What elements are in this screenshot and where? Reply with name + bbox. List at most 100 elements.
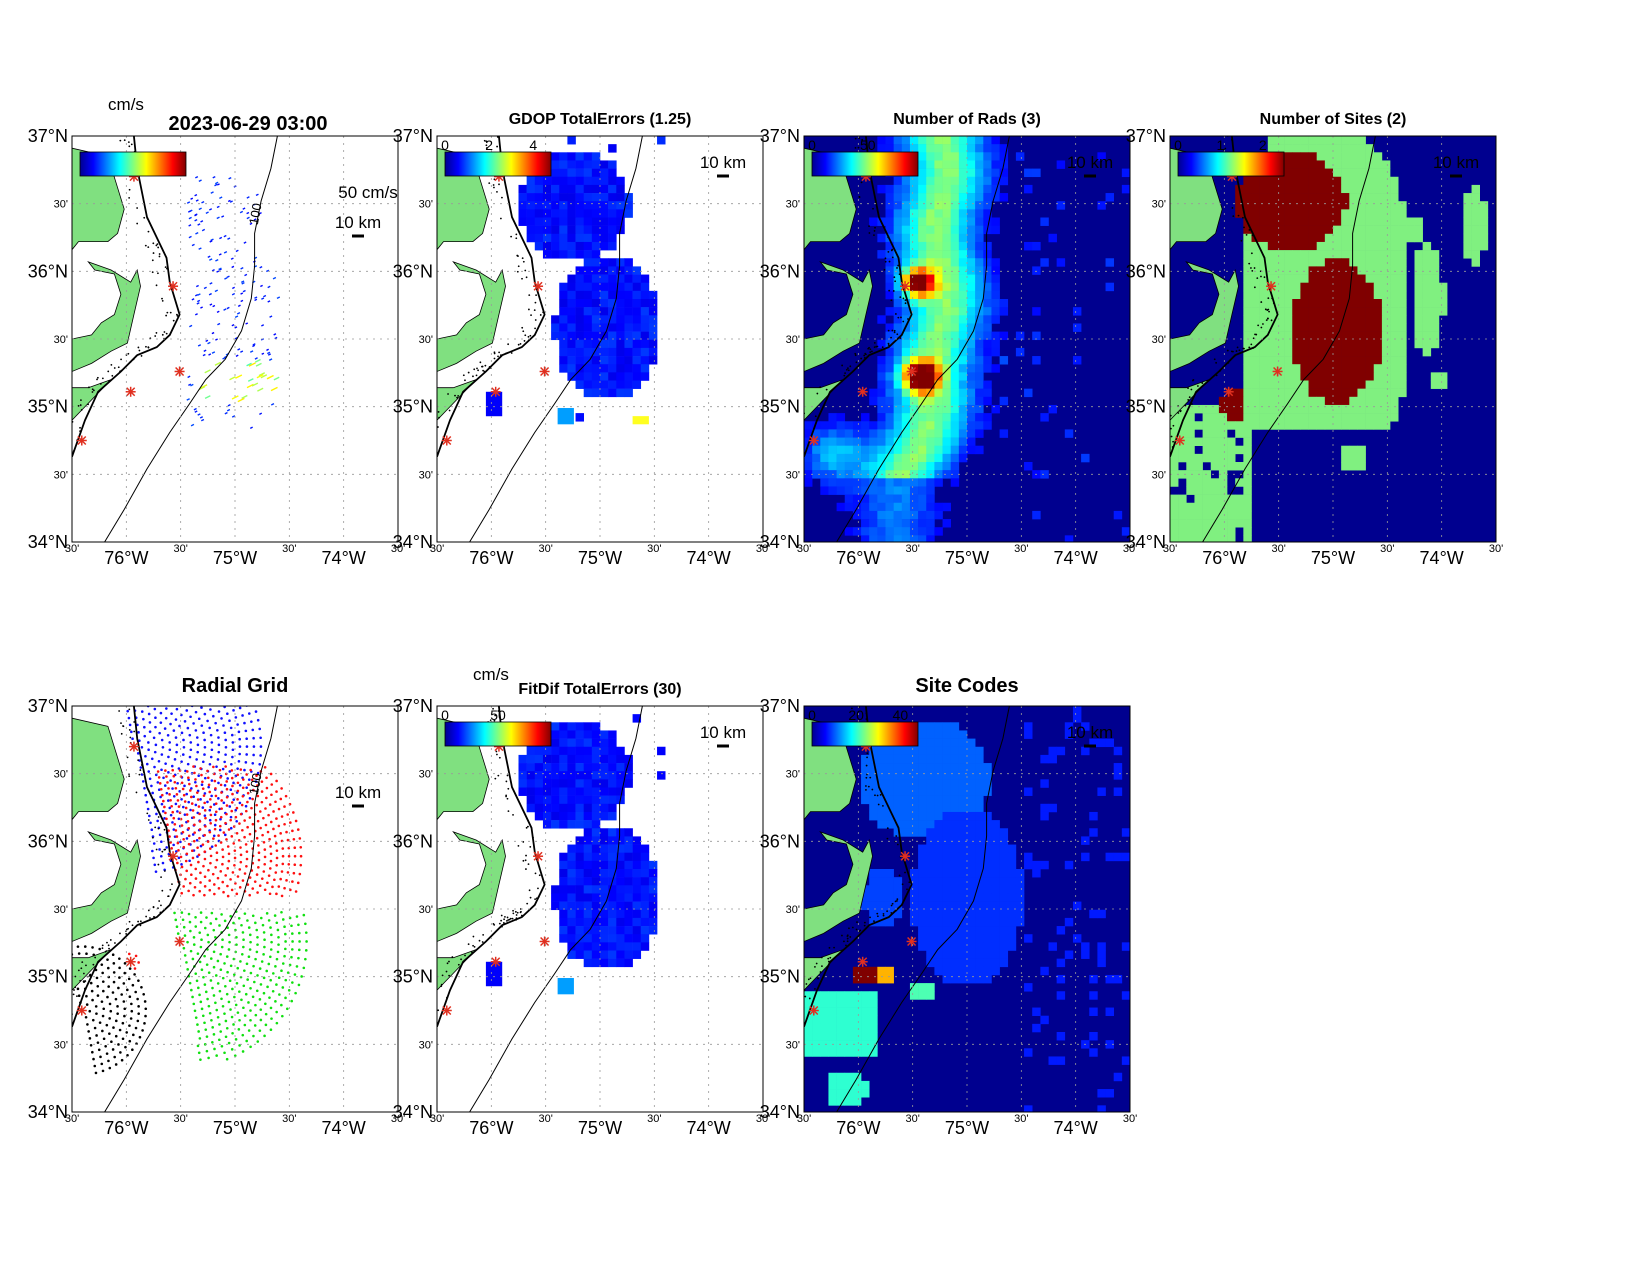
radial-point	[168, 638, 171, 641]
radial-point	[200, 1007, 204, 1011]
lon-tick-label: 74°W	[322, 548, 366, 568]
grid-cell	[885, 144, 894, 153]
error-cell	[624, 282, 633, 292]
coast-dot	[146, 217, 149, 220]
grid-cell	[983, 787, 992, 796]
coast-dot	[538, 874, 541, 877]
grid-cell	[1333, 241, 1342, 251]
current-vector	[231, 323, 235, 327]
grid-cell	[958, 860, 968, 870]
grid-cell	[1194, 510, 1203, 520]
radial-point	[84, 1015, 88, 1019]
radial-point	[182, 925, 186, 929]
grid-cell	[1398, 339, 1407, 349]
grid-cell	[1341, 315, 1350, 324]
grid-cell	[1365, 315, 1375, 324]
coast-dot	[163, 331, 166, 333]
grid-cell	[877, 803, 886, 813]
lon-tick-label: 74°W	[687, 548, 731, 568]
current-vector	[193, 407, 197, 411]
grid-cell	[885, 779, 894, 788]
error-cell	[575, 722, 584, 731]
error-cell	[608, 233, 617, 243]
grid-cell	[934, 274, 943, 283]
coast-dot	[1237, 214, 1240, 217]
radial-point	[304, 957, 307, 961]
grid-cell	[877, 233, 886, 243]
grid-cell	[1194, 404, 1203, 414]
radial-point	[234, 1038, 238, 1041]
grid-cell	[1365, 266, 1375, 275]
coast-dot	[80, 967, 83, 970]
grid-cell	[893, 771, 903, 780]
radial-point	[273, 834, 277, 838]
radial-point	[139, 653, 142, 656]
radial-point	[91, 946, 94, 949]
grid-cell	[1357, 152, 1366, 161]
grid-cell	[958, 356, 968, 365]
grid-cell	[1243, 266, 1252, 275]
grid-cell	[942, 315, 951, 324]
current-vector	[273, 333, 277, 336]
radial-point	[201, 1014, 205, 1018]
radial-point	[145, 690, 148, 693]
current-vector	[194, 194, 198, 197]
grid-cell	[1178, 421, 1187, 430]
grid-cell	[950, 315, 960, 324]
radial-point	[249, 1018, 252, 1022]
grid-cell	[967, 315, 976, 324]
radial-point	[222, 724, 225, 727]
radial-point	[265, 796, 268, 800]
radial-point	[185, 852, 189, 856]
error-cell	[575, 347, 584, 357]
error-cell	[591, 722, 601, 731]
error-cell	[567, 233, 576, 243]
grid-cell	[958, 836, 968, 845]
radial-point	[196, 798, 200, 801]
grid-cell	[958, 184, 968, 194]
grid-cell	[1390, 225, 1399, 235]
grid-cell	[1398, 282, 1407, 292]
coast-dot	[500, 914, 503, 917]
grid-cell	[901, 144, 911, 153]
error-cell	[485, 961, 503, 987]
radial-point	[216, 959, 220, 963]
grid-cell	[885, 388, 894, 398]
radial-point	[159, 795, 162, 799]
grid-cell	[1357, 388, 1366, 398]
error-cell	[526, 217, 536, 226]
radial-point	[214, 667, 217, 670]
error-cell	[567, 315, 576, 324]
error-cell	[591, 730, 601, 739]
lat-tick-label: 37°N	[393, 696, 433, 716]
current-vector	[222, 356, 226, 360]
radial-point	[274, 842, 278, 845]
grid-cell	[1235, 209, 1244, 218]
coast-dot	[448, 960, 450, 963]
radial-point	[277, 943, 280, 946]
lat-tick-label: 34°N	[393, 532, 433, 552]
grid-cell	[1324, 184, 1334, 194]
error-cell	[575, 763, 584, 772]
grid-cell	[1292, 364, 1301, 373]
grid-cell	[1390, 372, 1399, 381]
radial-point	[294, 819, 298, 823]
grid-cell	[950, 388, 960, 398]
grid-cell	[1267, 347, 1277, 357]
grid-cell	[1300, 404, 1309, 414]
radial-point	[214, 943, 217, 946]
error-cell	[551, 885, 560, 894]
grid-cell	[991, 307, 1000, 316]
grid-cell	[1292, 290, 1301, 300]
radial-point	[198, 1037, 202, 1040]
radial-point	[224, 1035, 228, 1039]
error-cell	[632, 909, 642, 919]
grid-cell	[958, 225, 968, 235]
coast-dot	[1201, 382, 1204, 385]
grid-cell	[926, 396, 935, 406]
grid-cell	[918, 201, 927, 210]
radial-point	[189, 949, 193, 953]
grid-cell	[1316, 315, 1326, 324]
grid-cell	[1316, 152, 1326, 161]
radial-point	[305, 940, 308, 943]
